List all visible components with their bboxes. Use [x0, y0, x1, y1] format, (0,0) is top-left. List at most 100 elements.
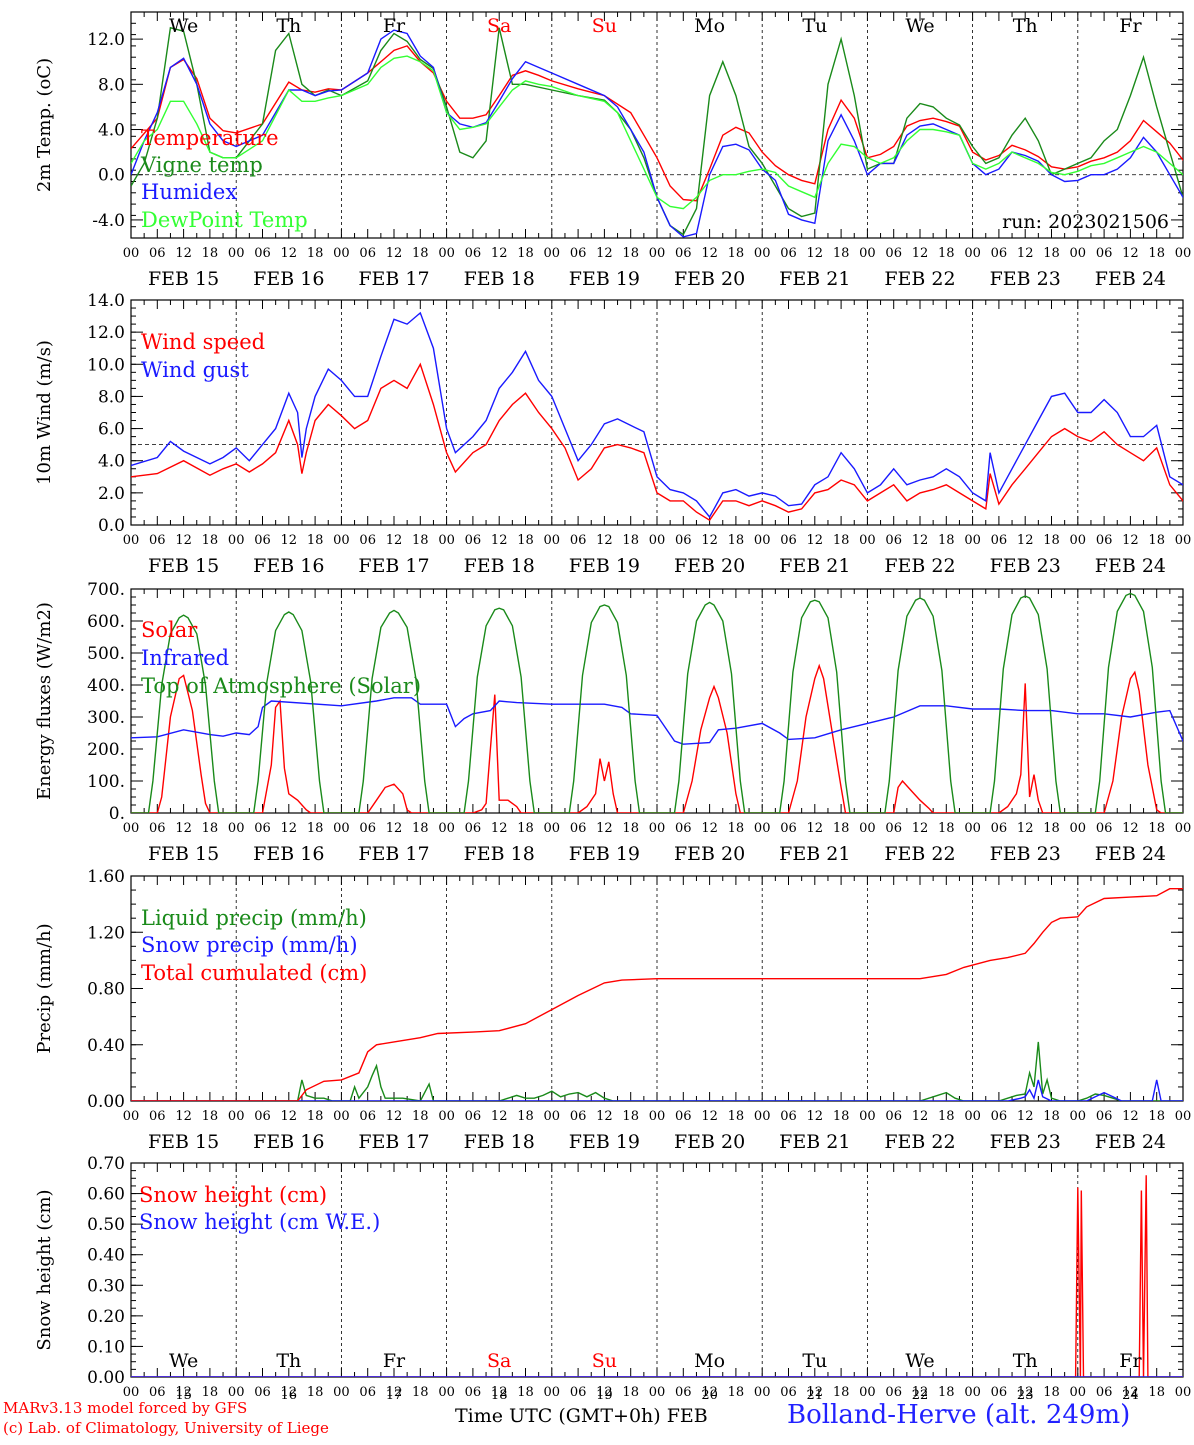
- hour-tick-label: 12: [175, 821, 192, 836]
- y-tick-label: 500.: [87, 644, 125, 664]
- legend-entry: Snow height (cm W.E.): [139, 1210, 380, 1234]
- legend-entry: Wind gust: [141, 358, 249, 382]
- series-line-infrared: [131, 697, 1183, 745]
- hour-tick-label: 18: [202, 821, 219, 836]
- date-label: FEB 16: [253, 555, 324, 577]
- x-axis-title: Time UTC (GMT+0h) FEB: [455, 1405, 708, 1427]
- hour-tick-label: 18: [412, 1109, 429, 1124]
- hour-tick-label: 12: [912, 533, 929, 548]
- run-annotation: run: 2023021506: [1002, 211, 1169, 233]
- hour-tick-label: 06: [675, 821, 692, 836]
- date-label: FEB 20: [674, 843, 745, 865]
- hour-tick-label: 00: [333, 1385, 350, 1400]
- date-label: FEB 24: [1095, 555, 1166, 577]
- hour-tick-label: 06: [149, 1385, 166, 1400]
- hour-tick-label: 18: [307, 533, 324, 548]
- bottom-day-number: 24: [1122, 1388, 1139, 1403]
- hour-tick-label: 00: [649, 1109, 666, 1124]
- legend-entry: Snow precip (mm/h): [141, 933, 358, 957]
- series-line-vigne-temp: [131, 26, 1183, 236]
- y-tick-label: 700.: [87, 580, 125, 600]
- hour-tick-label: 00: [1070, 246, 1087, 261]
- hour-tick-label: 06: [885, 1109, 902, 1124]
- y-tick-label: 400.: [87, 676, 125, 696]
- legend-entry: Wind speed: [141, 330, 265, 354]
- hour-tick-label: 18: [412, 246, 429, 261]
- hour-tick-label: 00: [754, 533, 771, 548]
- hour-tick-label: 12: [175, 1385, 192, 1400]
- hour-tick-label: 00: [649, 1385, 666, 1400]
- day-name-label: Su: [592, 15, 617, 37]
- hour-tick-label: 06: [885, 246, 902, 261]
- hour-tick-label: 12: [807, 1109, 824, 1124]
- y-tick-label: 0.60: [87, 1185, 125, 1205]
- hour-tick-label: 12: [175, 1109, 192, 1124]
- hour-tick-label: 12: [386, 1385, 403, 1400]
- date-label: FEB 24: [1095, 268, 1166, 290]
- hour-tick-label: 00: [1175, 1109, 1192, 1124]
- hour-tick-label: 00: [1070, 1385, 1087, 1400]
- y-tick-label: 0.30: [87, 1276, 125, 1296]
- y-tick-label: 0.10: [87, 1337, 125, 1357]
- hour-tick-label: 06: [991, 1385, 1008, 1400]
- hour-tick-label: 06: [570, 533, 587, 548]
- hour-tick-label: 06: [465, 1109, 482, 1124]
- hour-tick-label: 00: [859, 821, 876, 836]
- hour-tick-label: 18: [1148, 246, 1165, 261]
- hour-tick-label: 18: [622, 1109, 639, 1124]
- day-name-label: Sa: [487, 15, 511, 37]
- hour-tick-label: 00: [123, 246, 140, 261]
- day-name-label: Fr: [383, 1350, 406, 1372]
- hour-tick-label: 12: [386, 246, 403, 261]
- hour-tick-label: 18: [1043, 533, 1060, 548]
- hour-tick-label: 12: [281, 1109, 298, 1124]
- y-tick-label: 0.: [109, 804, 125, 824]
- bottom-day-number: 19: [596, 1388, 613, 1403]
- hour-tick-label: 00: [333, 533, 350, 548]
- hour-tick-label: 12: [596, 1109, 613, 1124]
- hour-tick-label: 00: [228, 246, 245, 261]
- date-label: FEB 22: [884, 1131, 955, 1153]
- date-label: FEB 21: [779, 268, 850, 290]
- legend-entry: Humidex: [141, 180, 237, 204]
- y-tick-label: 8.0: [98, 75, 125, 95]
- series-line-humidex: [131, 29, 1183, 238]
- legend-entry: DewPoint Temp: [141, 208, 308, 232]
- series-line-liquid-precip-mm-h-: [131, 1041, 1183, 1101]
- date-label: FEB 22: [884, 268, 955, 290]
- day-name-label: Th: [276, 15, 301, 37]
- hour-tick-label: 06: [780, 821, 797, 836]
- date-label: FEB 20: [674, 555, 745, 577]
- hour-tick-label: 12: [1017, 1109, 1034, 1124]
- hour-tick-label: 18: [1043, 1109, 1060, 1124]
- day-name-label: We: [905, 1350, 934, 1372]
- hour-tick-label: 18: [1148, 533, 1165, 548]
- y-tick-label: 0.0: [98, 166, 125, 186]
- hour-tick-label: 18: [728, 533, 745, 548]
- hour-tick-label: 18: [202, 1385, 219, 1400]
- hour-tick-label: 18: [1148, 821, 1165, 836]
- panel-2: 14.0 12.0 10.0 8.0 6.0 4.0 2.0 0.0 10m Wind (m/s…: [34, 291, 1191, 577]
- hour-tick-label: 00: [544, 246, 561, 261]
- hour-tick-label: 00: [123, 821, 140, 836]
- series-line-wind-speed: [131, 362, 1183, 522]
- hour-tick-label: 00: [964, 533, 981, 548]
- series-line-solar: [131, 663, 1183, 813]
- hour-tick-label: 18: [833, 533, 850, 548]
- y-tick-label: 0.00: [87, 1092, 125, 1112]
- hour-tick-label: 06: [1096, 533, 1113, 548]
- y-tick-label: 4.0: [98, 121, 125, 141]
- hour-tick-label: 12: [386, 821, 403, 836]
- date-label: FEB 21: [779, 843, 850, 865]
- hour-tick-label: 12: [281, 533, 298, 548]
- day-name-label: Th: [1013, 1350, 1038, 1372]
- hour-tick-label: 06: [780, 533, 797, 548]
- hour-tick-label: 06: [465, 533, 482, 548]
- hour-tick-label: 00: [438, 1385, 455, 1400]
- hour-tick-label: 12: [491, 1385, 508, 1400]
- hour-tick-label: 18: [938, 246, 955, 261]
- hour-tick-label: 12: [491, 821, 508, 836]
- hour-tick-label: 12: [1122, 1109, 1139, 1124]
- hour-tick-label: 06: [675, 246, 692, 261]
